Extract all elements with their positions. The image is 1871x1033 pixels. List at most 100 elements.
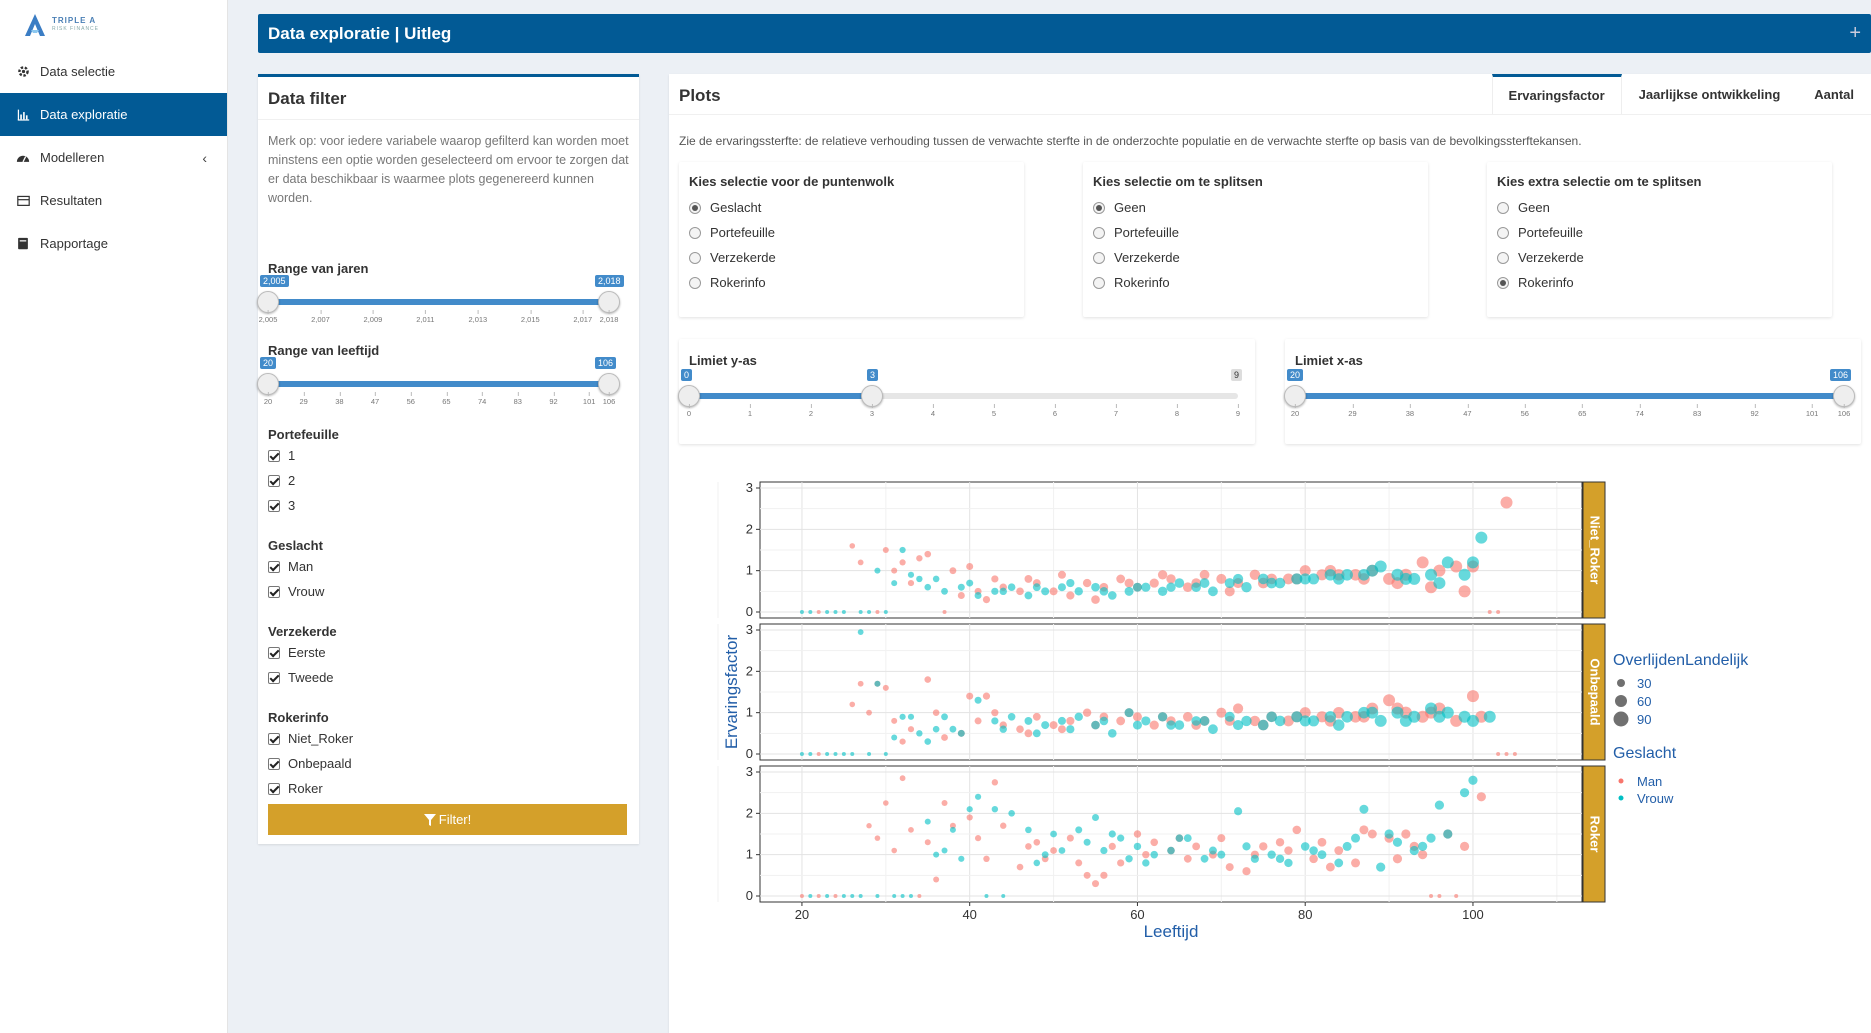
sidebar-item-data-selectie[interactable]: Data selectie: [0, 50, 227, 93]
sidebar-item-resultaten[interactable]: Resultaten: [0, 179, 227, 222]
point-vrouw: [1074, 587, 1083, 596]
radio-verzekerde[interactable]: Verzekerde: [679, 245, 1024, 270]
point-vrouw: [1058, 847, 1066, 854]
tab-jaarlijkse-ontwikkeling[interactable]: Jaarlijkse ontwikkeling: [1638, 86, 1781, 102]
radio-rokerinfo[interactable]: Rokerinfo: [1487, 270, 1832, 295]
checkbox-man[interactable]: Man: [258, 554, 313, 579]
checkbox-roker[interactable]: Roker: [258, 776, 323, 801]
chevron-left-icon: ‹: [202, 149, 207, 166]
slider-tick-label: 2,017: [573, 310, 593, 324]
sidebar-item-rapportage[interactable]: Rapportage: [0, 222, 227, 265]
radio-portefeuille[interactable]: Portefeuille: [679, 220, 1024, 245]
radio-button-icon[interactable]: [689, 201, 701, 214]
checkbox-checked-icon[interactable]: [268, 646, 280, 659]
filter-button[interactable]: Filter!: [268, 804, 627, 835]
checkbox-checked-icon[interactable]: [268, 449, 280, 462]
checkbox-2[interactable]: 2: [258, 468, 295, 493]
slider-tick-label: 101: [1805, 404, 1819, 418]
slider-handle-from[interactable]: [678, 385, 700, 407]
radio-portefeuille[interactable]: Portefeuille: [1487, 220, 1832, 245]
radio-button-icon[interactable]: [689, 251, 701, 264]
radio-button-icon[interactable]: [689, 226, 701, 239]
radio-button-icon[interactable]: [689, 276, 701, 289]
tab-ervaringsfactor[interactable]: Ervaringsfactor: [1491, 74, 1622, 114]
checkbox-checked-icon[interactable]: [268, 782, 280, 795]
radio-card-puntenwolk: Kies selectie voor de puntenwolk Geslacht…: [679, 162, 1024, 317]
checkbox-checked-icon[interactable]: [268, 560, 280, 573]
radio-button-icon[interactable]: [1497, 251, 1509, 264]
checkbox-checked-icon[interactable]: [268, 671, 280, 684]
checkbox-1[interactable]: 1: [258, 443, 295, 468]
limiet-y-slider[interactable]: 0 3 9 0 1 2 3 4 5 6 7 8 9: [678, 369, 1243, 423]
point-vrouw: [1132, 582, 1142, 592]
point-man: [1033, 838, 1041, 846]
tab-aantal[interactable]: Aantal: [1814, 86, 1854, 102]
checkbox-niet_roker[interactable]: Niet_Roker: [258, 726, 353, 751]
point-vrouw: [1124, 708, 1134, 718]
sidebar-item-label: Data exploratie: [40, 107, 128, 122]
point-man: [1292, 825, 1302, 835]
point-vrouw: [883, 752, 888, 756]
point-man: [1133, 830, 1142, 838]
radio-verzekerde[interactable]: Verzekerde: [1083, 245, 1428, 270]
expand-icon[interactable]: +: [1849, 22, 1861, 44]
point-man: [1050, 847, 1057, 854]
radio-button-icon[interactable]: [1093, 251, 1105, 264]
point-man: [1091, 595, 1100, 604]
radio-geen[interactable]: Geen: [1083, 195, 1428, 220]
checkbox-vrouw[interactable]: Vrouw: [258, 579, 324, 604]
radio-button-icon[interactable]: [1093, 226, 1105, 239]
point-vrouw: [1007, 583, 1016, 591]
checkbox-checked-icon[interactable]: [268, 474, 280, 487]
radio-button-icon[interactable]: [1497, 226, 1509, 239]
point-man: [1317, 837, 1327, 847]
point-man: [899, 775, 906, 782]
leeftijd-range-slider[interactable]: 20 106 20 29 38 47 56 65 74 83 92 101 106: [257, 357, 620, 411]
checkbox-checked-icon[interactable]: [268, 732, 280, 745]
checkbox-checked-icon[interactable]: [268, 757, 280, 770]
slider-bar: [268, 381, 609, 387]
slider-to-value: 106: [595, 357, 617, 369]
radio-button-icon[interactable]: [1093, 276, 1105, 289]
uitleg-header-box[interactable]: Data exploratie | Uitleg +: [258, 14, 1871, 53]
point-man: [966, 692, 974, 700]
radio-label: Rokerinfo: [710, 275, 766, 290]
checkbox-onbepaald[interactable]: Onbepaald: [258, 751, 352, 776]
checkbox-3[interactable]: 3: [258, 493, 295, 518]
radio-label: Rokerinfo: [1518, 275, 1574, 290]
radio-button-icon[interactable]: [1497, 201, 1509, 214]
slider-handle-from[interactable]: [257, 373, 279, 395]
brand-logo[interactable]: TRIPLE A RISK FINANCE: [0, 0, 227, 50]
slider-tick-label: 5: [991, 404, 997, 418]
slider-handle-to[interactable]: [861, 385, 883, 407]
sidebar-item-data-exploratie[interactable]: Data exploratie: [0, 93, 227, 136]
point-vrouw: [916, 730, 923, 737]
plots-title: Plots: [679, 86, 721, 105]
point-vrouw: [957, 729, 965, 737]
radio-rokerinfo[interactable]: Rokerinfo: [1083, 270, 1428, 295]
point-vrouw: [1174, 578, 1185, 588]
slider-rail[interactable]: [689, 393, 1238, 399]
radio-verzekerde[interactable]: Verzekerde: [1487, 245, 1832, 270]
checkbox-eerste[interactable]: Eerste: [258, 640, 326, 665]
point-man: [982, 596, 991, 604]
radio-rokerinfo[interactable]: Rokerinfo: [679, 270, 1024, 295]
radio-portefeuille[interactable]: Portefeuille: [1083, 220, 1428, 245]
slider-tick-label: 2: [808, 404, 814, 418]
radio-geen[interactable]: Geen: [1487, 195, 1832, 220]
checkbox-tweede[interactable]: Tweede: [258, 665, 334, 690]
radio-button-icon[interactable]: [1497, 276, 1509, 289]
checkbox-checked-icon[interactable]: [268, 499, 280, 512]
jaren-range-slider[interactable]: 2,005 2,018 2,005 2,007 2,009 2,011 2,013 2,015…: [257, 275, 624, 329]
limiet-x-slider[interactable]: 20 106 20 29 38 47 56 65 74 83 92 101 106: [1284, 369, 1855, 423]
radio-button-icon[interactable]: [1093, 201, 1105, 214]
radio-geslacht[interactable]: Geslacht: [679, 195, 1024, 220]
checkbox-checked-icon[interactable]: [268, 585, 280, 598]
legend-size-label: 60: [1637, 694, 1651, 709]
radio-label: Portefeuille: [710, 225, 776, 240]
point-vrouw: [1091, 582, 1100, 592]
point-man: [991, 779, 999, 786]
point-vrouw: [867, 610, 872, 614]
slider-handle-from[interactable]: [1284, 385, 1306, 407]
sidebar-item-modelleren[interactable]: Modelleren ‹: [0, 136, 227, 179]
